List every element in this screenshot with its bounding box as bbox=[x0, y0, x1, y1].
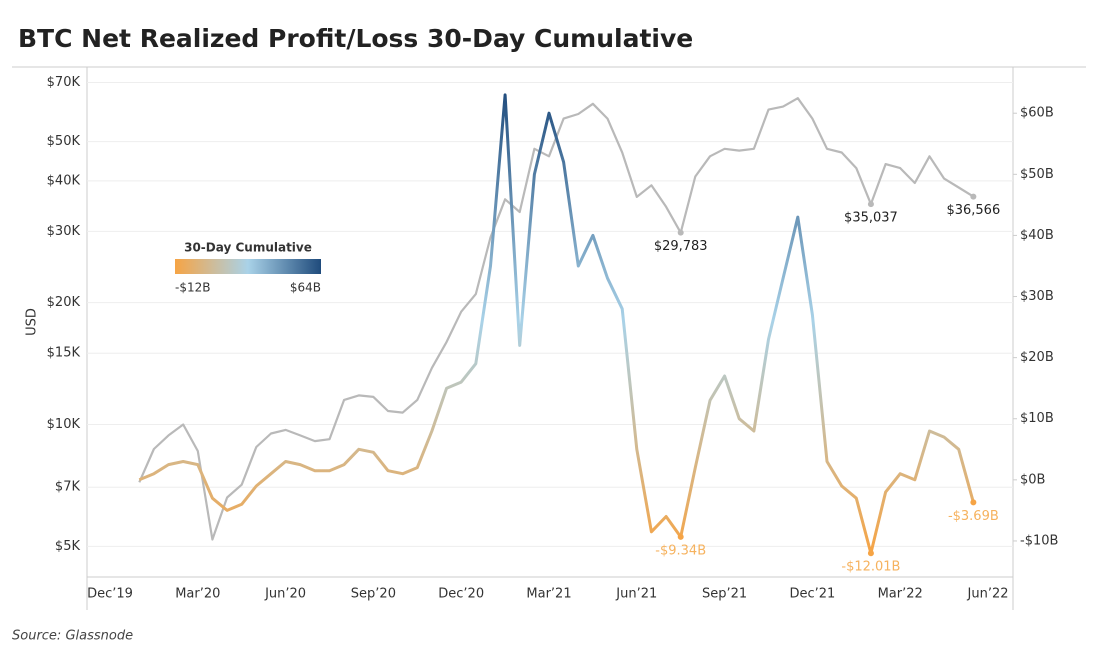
point-marker bbox=[677, 229, 684, 236]
point-marker bbox=[867, 201, 874, 208]
legend-max: $64B bbox=[290, 281, 321, 295]
x-tick-label: Mar’22 bbox=[878, 587, 923, 602]
x-tick-label: Mar’21 bbox=[526, 587, 571, 602]
y-tick-label: $10K bbox=[47, 417, 81, 432]
data-label: -$3.69B bbox=[948, 509, 999, 524]
point-marker bbox=[970, 499, 977, 506]
x-tick-label: Jun’22 bbox=[967, 587, 1009, 602]
data-label: $35,037 bbox=[844, 211, 898, 226]
y2-tick-label: $40B bbox=[1020, 228, 1054, 243]
y2-tick-label: $0B bbox=[1020, 472, 1045, 487]
x-tick-label: Sep’20 bbox=[351, 587, 396, 602]
y-axis-label: USD bbox=[25, 308, 40, 336]
y-tick-label: $15K bbox=[47, 346, 81, 361]
data-label: $36,566 bbox=[946, 203, 1000, 218]
data-label: -$9.34B bbox=[655, 543, 706, 558]
y2-tick-label: $30B bbox=[1020, 289, 1054, 304]
point-marker bbox=[677, 533, 684, 540]
x-tick-label: Sep’21 bbox=[702, 587, 747, 602]
x-tick-label: Dec’21 bbox=[789, 587, 835, 602]
point-marker bbox=[867, 550, 874, 557]
legend-title: 30-Day Cumulative bbox=[184, 241, 312, 255]
y-tick-label: $70K bbox=[47, 75, 81, 90]
point-marker bbox=[970, 193, 977, 200]
data-label: $29,783 bbox=[654, 239, 708, 254]
legend-bar bbox=[175, 259, 321, 274]
y-tick-label: $7K bbox=[55, 480, 81, 495]
y2-tick-label: $10B bbox=[1020, 411, 1054, 426]
y-tick-label: $5K bbox=[55, 539, 81, 554]
source: Source: Glassnode bbox=[12, 629, 133, 644]
series-line bbox=[138, 93, 975, 555]
y2-tick-label: -$10B bbox=[1020, 533, 1058, 548]
x-tick-label: Jun’21 bbox=[615, 587, 657, 602]
x-tick-label: Dec’20 bbox=[438, 587, 484, 602]
y2-tick-label: $60B bbox=[1020, 106, 1054, 121]
y-tick-label: $30K bbox=[47, 224, 81, 239]
x-tick-label: Dec’19 bbox=[87, 587, 133, 602]
y-tick-label: $20K bbox=[47, 295, 81, 310]
y2-tick-label: $20B bbox=[1020, 350, 1054, 365]
legend-min: -$12B bbox=[175, 281, 210, 295]
y-tick-label: $50K bbox=[47, 134, 81, 149]
chart-title: BTC Net Realized Profit/Loss 30-Day Cumu… bbox=[18, 24, 693, 53]
series-line bbox=[138, 97, 974, 541]
data-label: -$12.01B bbox=[841, 560, 900, 575]
y2-tick-label: $50B bbox=[1020, 167, 1054, 182]
y-tick-label: $40K bbox=[47, 173, 81, 188]
x-tick-label: Jun’20 bbox=[264, 587, 306, 602]
x-tick-label: Mar’20 bbox=[175, 587, 220, 602]
